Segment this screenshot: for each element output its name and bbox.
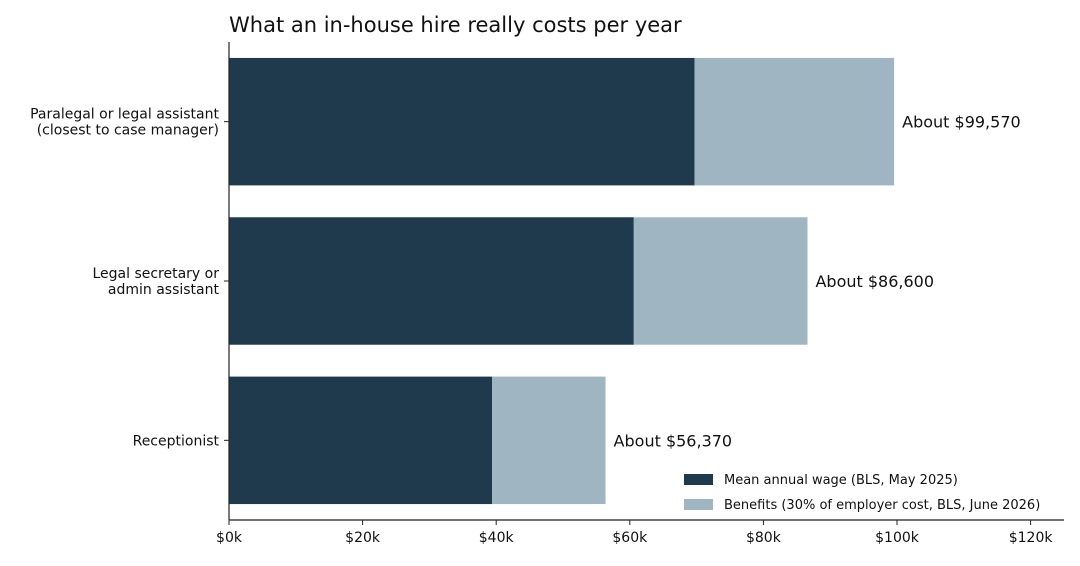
bar-benefits-2: [492, 376, 606, 505]
legend-swatch-1: [684, 499, 713, 510]
bar-wage-0: [229, 57, 695, 186]
legend-swatch-0: [684, 474, 713, 485]
axes-layer: $0k $20k $40k $60k $80k $100k $120k: [216, 42, 1064, 546]
x-tick-label-5: $100k: [875, 530, 920, 546]
x-tick-label-0: $0k: [216, 530, 243, 546]
x-tick-label-4: $80k: [746, 530, 782, 546]
x-tick-label-3: $60k: [612, 530, 648, 546]
bar-benefits-0: [694, 57, 895, 186]
bars-layer: [229, 57, 895, 505]
total-label-0: About $99,570: [902, 113, 1021, 132]
bar-wage-2: [229, 376, 493, 505]
category-label-line: Paralegal or legal assistant: [30, 107, 219, 123]
total-label-1: About $86,600: [815, 272, 934, 291]
labels-layer: About $99,570 Paralegal or legal assistan…: [30, 107, 1021, 451]
category-label-line: Receptionist: [133, 433, 220, 449]
legend-label-1: Benefits (30% of employer cost, BLS, Jun…: [724, 498, 1040, 513]
legend: Mean annual wage (BLS, May 2025) Benefits…: [684, 473, 1040, 513]
category-label-line: admin assistant: [108, 282, 220, 298]
chart-title: What an in-house hire really costs per y…: [229, 13, 682, 37]
category-label-0: Paralegal or legal assistant (closest to …: [30, 107, 219, 139]
category-label-line: Legal secretary or: [92, 266, 219, 282]
x-tick-label-2: $40k: [479, 530, 515, 546]
category-label-1: Legal secretary or admin assistant: [92, 266, 219, 298]
total-label-2: About $56,370: [614, 431, 733, 450]
bar-benefits-1: [633, 217, 808, 345]
category-label-line: (closest to case manager): [37, 123, 219, 139]
x-tick-label-6: $120k: [1009, 530, 1054, 546]
category-label-2: Receptionist: [133, 433, 220, 449]
x-tick-label-1: $20k: [345, 530, 381, 546]
legend-label-0: Mean annual wage (BLS, May 2025): [724, 473, 958, 488]
bar-wage-1: [229, 217, 634, 345]
